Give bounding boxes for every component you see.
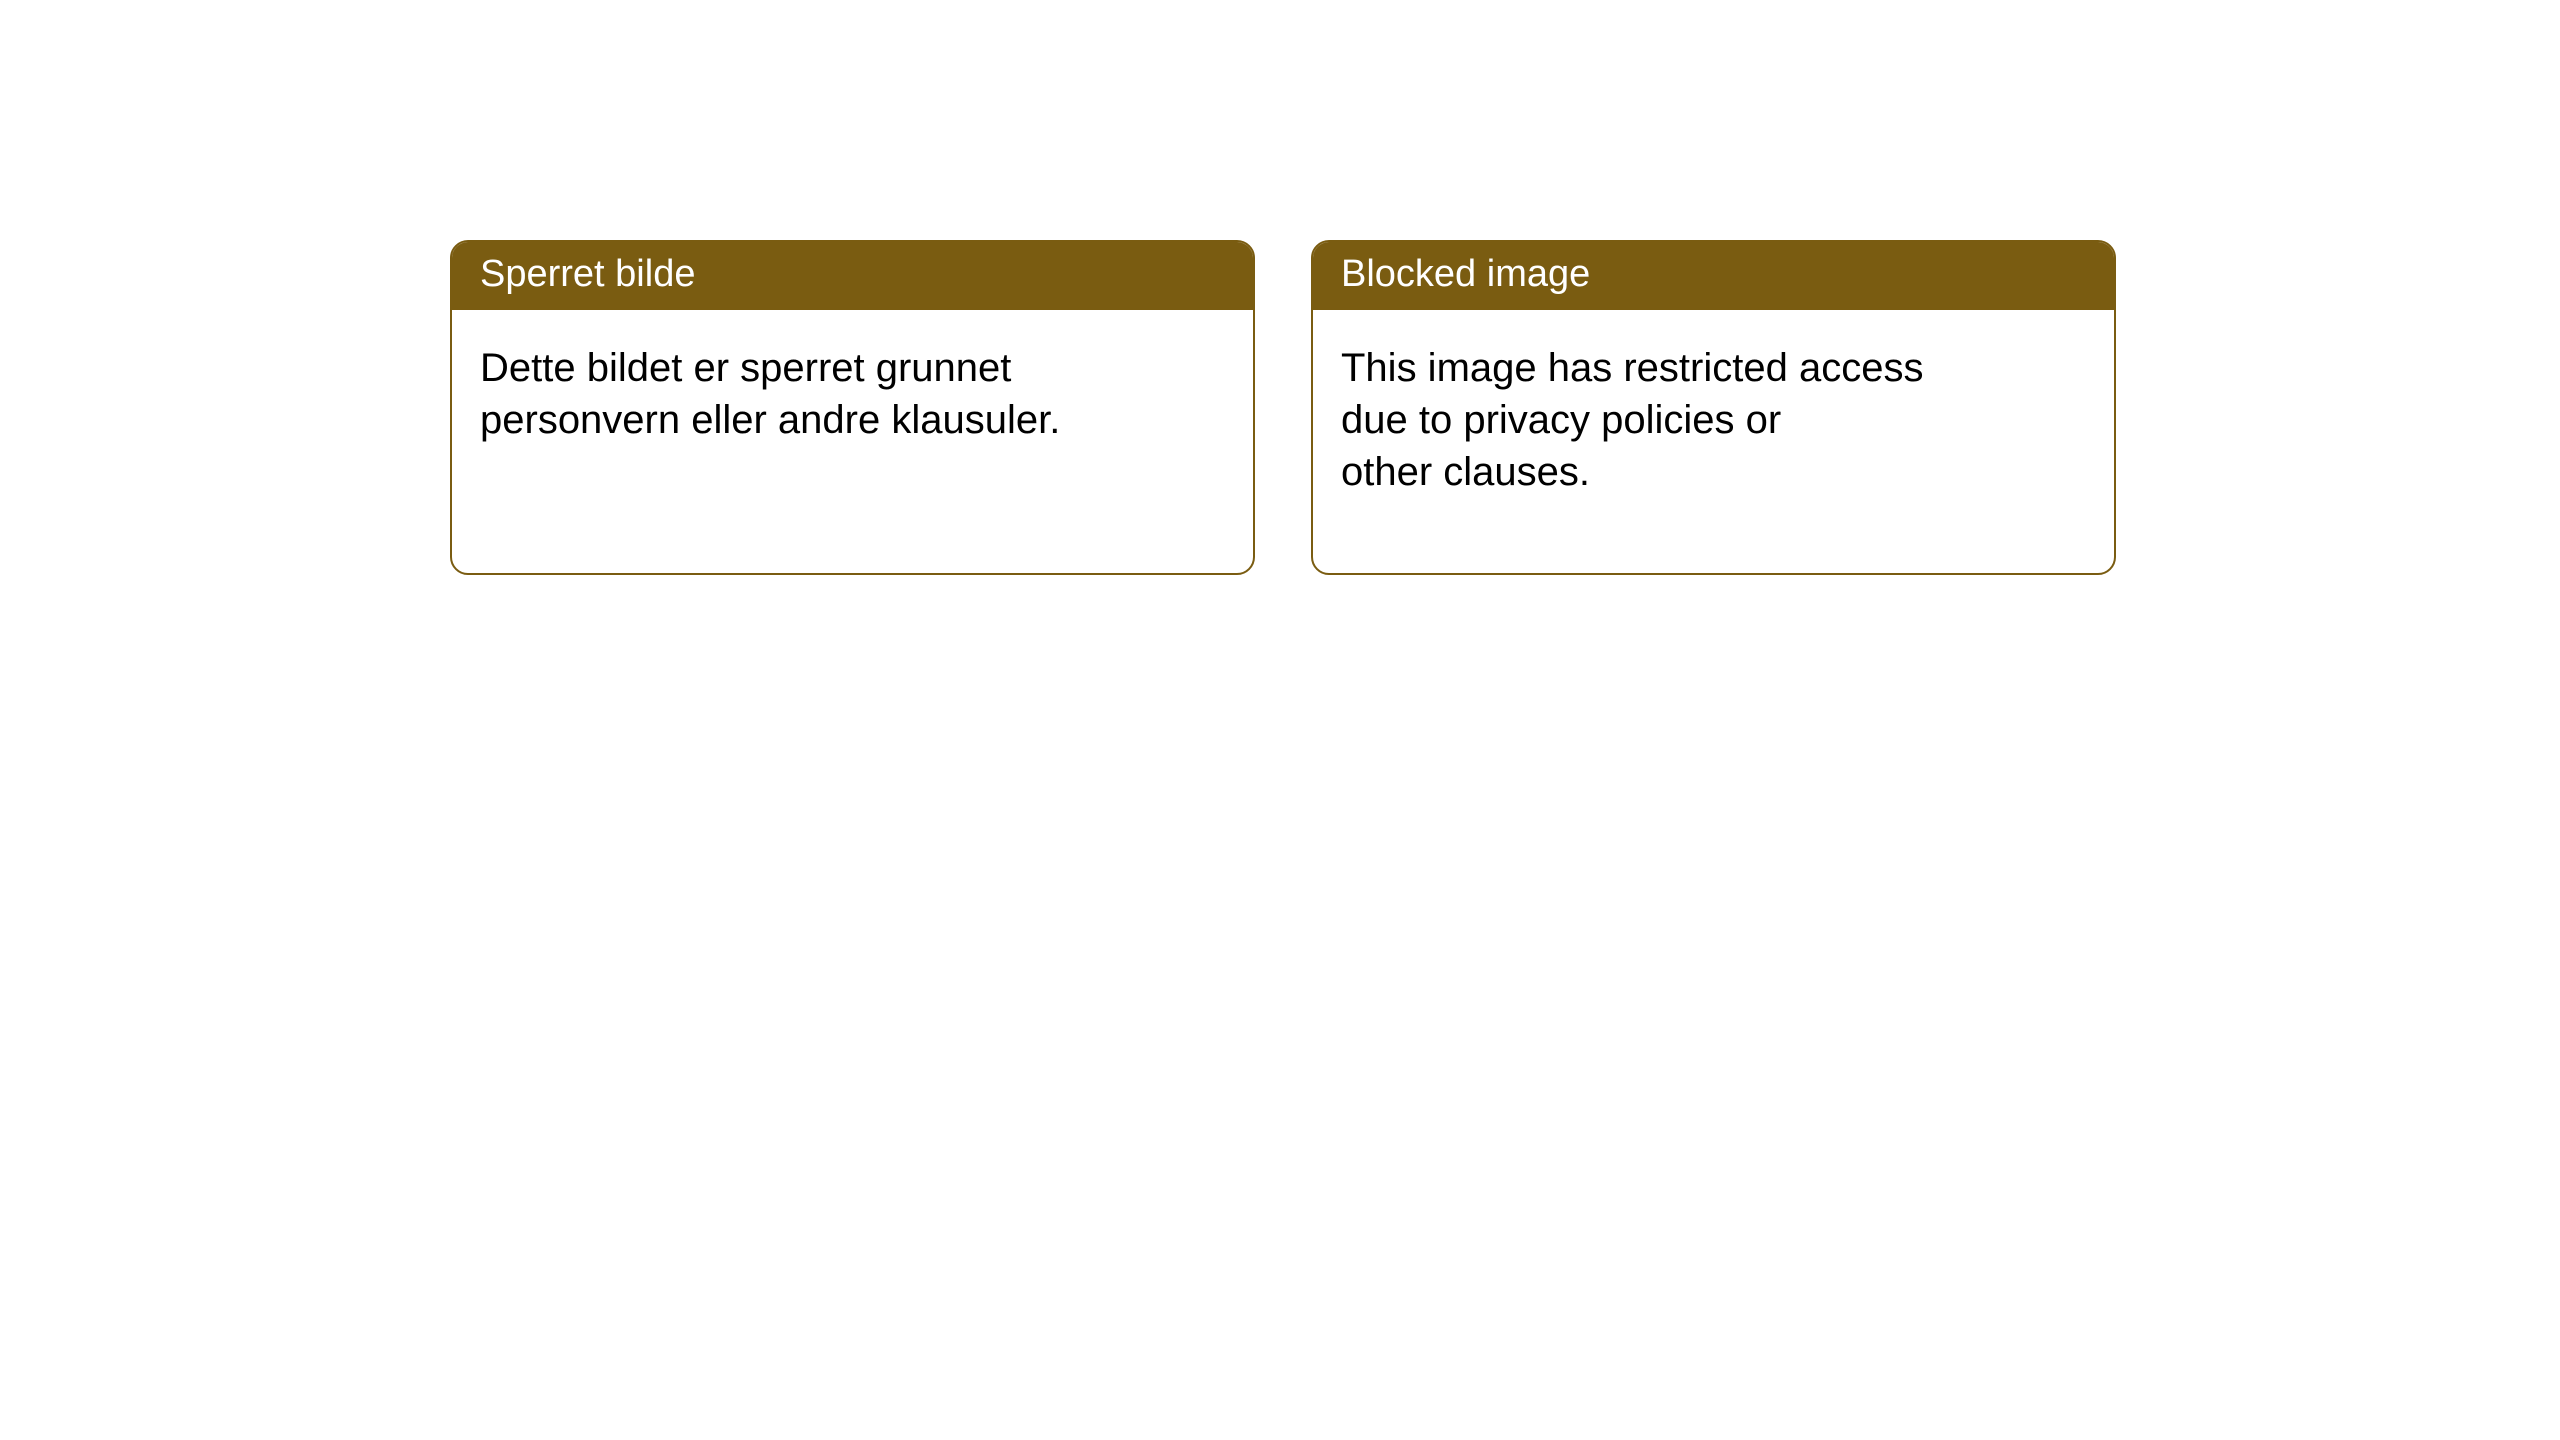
card-body-text: Dette bildet er sperret grunnet personve… — [452, 310, 1253, 474]
card-title: Blocked image — [1313, 242, 2114, 310]
notice-card-norwegian: Sperret bilde Dette bildet er sperret gr… — [450, 240, 1255, 575]
card-body-text: This image has restricted access due to … — [1313, 310, 2114, 526]
notice-card-english: Blocked image This image has restricted … — [1311, 240, 2116, 575]
notice-container: Sperret bilde Dette bildet er sperret gr… — [0, 0, 2560, 575]
card-title: Sperret bilde — [452, 242, 1253, 310]
